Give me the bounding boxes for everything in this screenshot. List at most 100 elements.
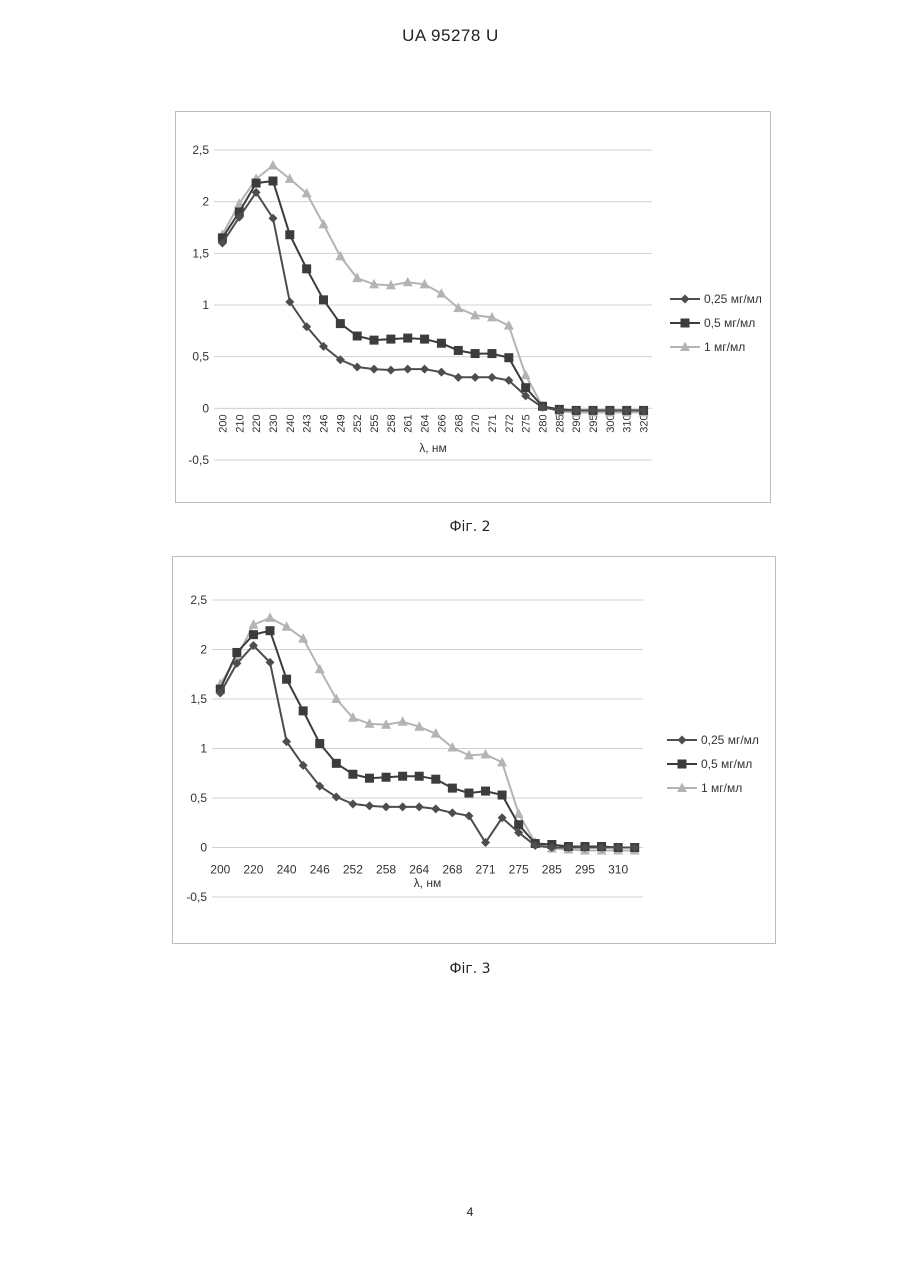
x-tick-label: 246 xyxy=(319,414,331,432)
patent-number-header: UA 95278 U xyxy=(0,26,901,46)
data-point xyxy=(386,366,395,375)
x-tick-label: 258 xyxy=(376,863,396,877)
data-point xyxy=(398,772,407,781)
y-tick-label: 2,5 xyxy=(192,143,209,157)
x-tick-label: 200 xyxy=(217,414,229,432)
data-point xyxy=(370,336,379,345)
x-tick-label: 300 xyxy=(605,414,617,432)
y-tick-label: 2 xyxy=(202,195,209,209)
x-tick-label: 258 xyxy=(386,414,398,432)
y-tick-label: 0 xyxy=(200,841,207,855)
data-point xyxy=(348,770,357,779)
x-tick-label: 240 xyxy=(277,863,297,877)
data-point xyxy=(521,370,531,380)
data-point xyxy=(436,288,446,298)
x-tick-label: 271 xyxy=(476,863,496,877)
figure-3-caption: Фіг. 3 xyxy=(0,961,901,977)
x-tick-label: 290 xyxy=(571,414,583,432)
y-tick-label: -0,5 xyxy=(188,453,209,467)
data-point xyxy=(431,775,440,784)
y-tick-label: 1,5 xyxy=(192,246,209,260)
data-point xyxy=(448,784,457,793)
data-point xyxy=(471,349,480,358)
data-point xyxy=(319,295,328,304)
y-tick-label: 2 xyxy=(200,643,207,657)
data-point xyxy=(487,373,496,382)
data-point xyxy=(353,332,362,341)
series-2 xyxy=(216,626,639,852)
y-tick-label: 1 xyxy=(202,298,209,312)
figure-2-caption: Фіг. 2 xyxy=(0,519,901,535)
y-tick-label: 0 xyxy=(202,401,209,415)
data-point xyxy=(403,334,412,343)
legend-entry: 0,25 мг/мл xyxy=(670,292,762,306)
legend-label: 0,5 мг/мл xyxy=(704,316,755,330)
data-point xyxy=(398,716,408,726)
x-tick-label: 200 xyxy=(210,863,230,877)
x-tick-label: 310 xyxy=(608,863,628,877)
data-point xyxy=(282,675,291,684)
data-point xyxy=(268,160,278,170)
figure-2-chart: -0,500,511,522,5200210220230240243246249… xyxy=(175,111,771,503)
series-line xyxy=(222,192,643,410)
data-point xyxy=(403,365,412,374)
x-tick-label: 220 xyxy=(243,863,263,877)
x-tick-label: 268 xyxy=(442,863,462,877)
data-point xyxy=(266,626,275,635)
data-point xyxy=(521,383,530,392)
legend-label: 1 мг/мл xyxy=(704,340,745,354)
data-point xyxy=(464,789,473,798)
data-point xyxy=(420,365,429,374)
x-tick-label: 320 xyxy=(639,414,651,432)
data-point xyxy=(232,648,241,657)
x-tick-label: 220 xyxy=(251,414,263,432)
figure-3-plot: -0,500,511,522,5200220240246252258264268… xyxy=(173,557,775,943)
x-tick-label: 271 xyxy=(487,414,499,432)
x-tick-label: 210 xyxy=(234,414,246,432)
legend-label: 1 мг/мл xyxy=(701,781,742,795)
x-tick-label: 240 xyxy=(285,414,297,432)
legend-label: 0,5 мг/мл xyxy=(701,757,752,771)
data-point xyxy=(319,219,329,229)
x-tick-label: 275 xyxy=(521,414,533,432)
data-point xyxy=(332,759,341,768)
y-tick-label: 1,5 xyxy=(190,692,207,706)
y-tick-label: 0,5 xyxy=(192,350,209,364)
data-point xyxy=(282,621,292,631)
data-point xyxy=(415,772,424,781)
x-tick-label: 295 xyxy=(588,414,600,432)
x-tick-label: 264 xyxy=(420,414,432,432)
x-tick-label: 266 xyxy=(436,414,448,432)
x-tick-label: 252 xyxy=(343,863,363,877)
x-tick-label: 230 xyxy=(268,414,280,432)
series-2 xyxy=(218,177,648,415)
data-point xyxy=(382,773,391,782)
data-point xyxy=(454,373,463,382)
series-line xyxy=(222,181,643,410)
data-point xyxy=(437,368,446,377)
series-1 xyxy=(218,188,648,415)
data-point xyxy=(504,353,513,362)
x-axis-title: λ, нм xyxy=(414,876,442,890)
legend-entry: 0,5 мг/мл xyxy=(667,757,752,771)
x-tick-label: 268 xyxy=(453,414,465,432)
x-tick-label: 255 xyxy=(369,414,381,432)
x-tick-label: 285 xyxy=(554,414,566,432)
x-tick-label: 246 xyxy=(310,863,330,877)
data-point xyxy=(420,335,429,344)
legend-entry: 0,5 мг/мл xyxy=(670,316,755,330)
legend-label: 0,25 мг/мл xyxy=(704,292,762,306)
data-point xyxy=(268,177,277,186)
series-line xyxy=(220,631,634,848)
legend-marker xyxy=(681,319,690,328)
data-point xyxy=(487,349,496,358)
series-1 xyxy=(216,641,639,852)
data-point xyxy=(448,808,457,817)
data-point xyxy=(315,739,324,748)
data-point xyxy=(348,799,357,808)
data-point xyxy=(431,804,440,813)
data-point xyxy=(365,774,374,783)
data-point xyxy=(336,319,345,328)
x-tick-label: 295 xyxy=(575,863,595,877)
x-tick-label: 264 xyxy=(409,863,429,877)
